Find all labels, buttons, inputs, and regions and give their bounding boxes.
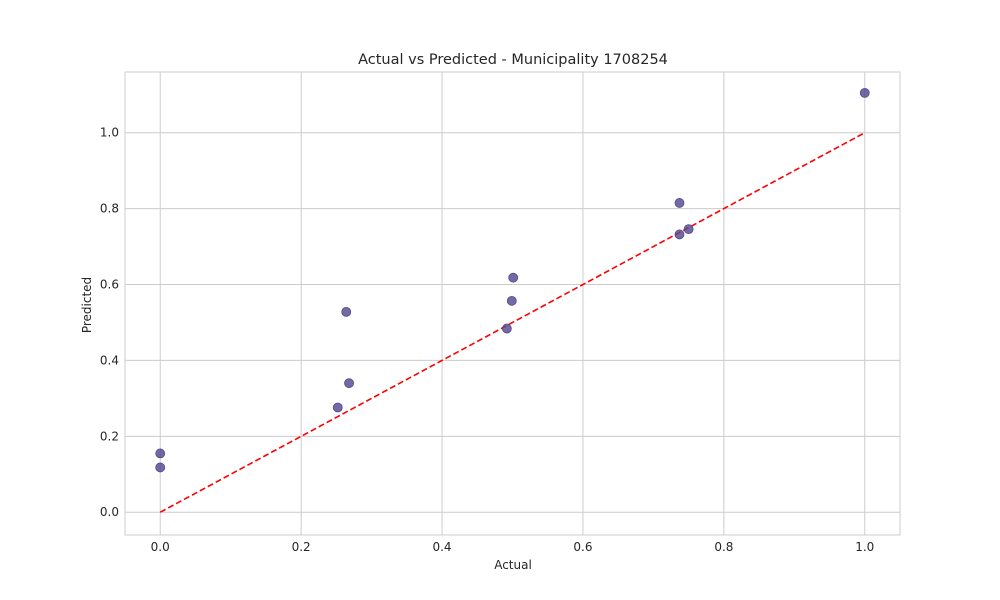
- reference-line-layer: [159, 132, 866, 513]
- scatter-point: [341, 306, 352, 317]
- scatter-point: [859, 87, 870, 98]
- scatter-point: [332, 402, 343, 413]
- scatter-point: [508, 272, 519, 283]
- y-tick-label: 0.0: [100, 505, 119, 519]
- y-tick-label: 0.2: [100, 429, 119, 443]
- scatter-point: [344, 378, 354, 389]
- y-tick-labels: 0.0 0.2 0.4 0.6 0.8 1.0: [100, 126, 119, 520]
- x-tick-label: 0.6: [573, 540, 592, 554]
- scatter-point: [674, 229, 685, 240]
- x-tick-label: 0.4: [432, 540, 451, 554]
- scatter-point: [683, 224, 694, 235]
- scatter-point: [674, 198, 685, 208]
- scatter-point: [155, 462, 166, 473]
- plot-frame: [124, 71, 901, 536]
- reference-line: [159, 132, 866, 513]
- x-axis-label: Actual: [494, 558, 532, 572]
- y-tick-label: 1.0: [100, 126, 119, 140]
- x-tick-label: 1.0: [855, 540, 874, 554]
- y-axis-label: Predicted: [80, 277, 94, 333]
- y-tick-label: 0.6: [100, 278, 119, 292]
- grid: [125, 72, 900, 535]
- x-tick-label: 0.0: [151, 540, 170, 554]
- y-tick-label: 0.4: [100, 353, 119, 367]
- points-layer: [155, 87, 870, 473]
- scatter-point: [506, 295, 517, 306]
- y-tick-label: 0.8: [100, 202, 119, 216]
- scatter-point: [501, 323, 512, 334]
- scatter-point: [155, 448, 166, 459]
- x-tick-label: 0.2: [292, 540, 311, 554]
- chart-title: Actual vs Predicted - Municipality 17082…: [358, 52, 668, 68]
- x-tick-labels: 0.0 0.2 0.4 0.6 0.8 1.0: [151, 540, 875, 554]
- x-tick-label: 0.8: [714, 540, 733, 554]
